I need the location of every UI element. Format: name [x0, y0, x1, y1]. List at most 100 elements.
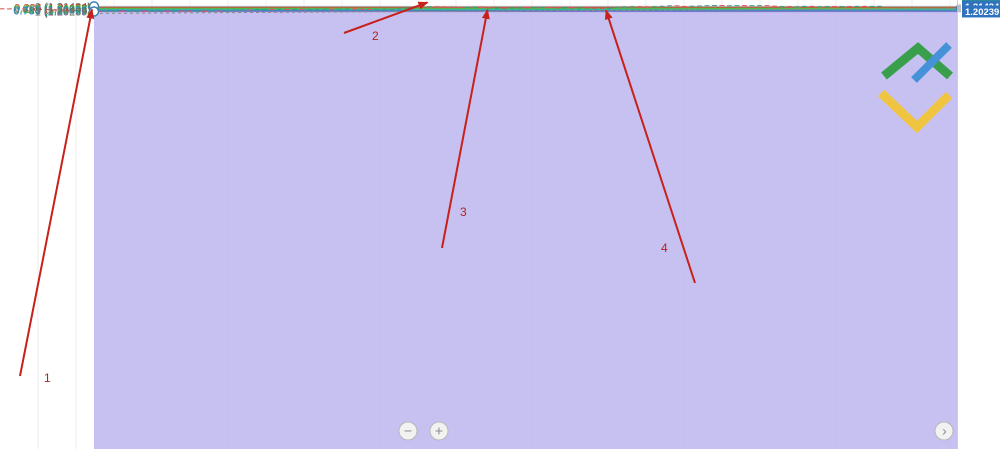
scroll-right-button[interactable]: ›	[934, 421, 954, 441]
candle-body	[247, 9, 252, 11]
candle	[239, 9, 245, 11]
candle	[247, 9, 252, 11]
candle	[562, 7, 567, 9]
candle-body	[299, 9, 305, 11]
candle	[292, 8, 297, 11]
candle	[397, 8, 402, 10]
candle-body	[262, 9, 267, 11]
candle-body	[179, 10, 185, 12]
fib-level-label: 0.618 (1.20696)	[13, 5, 91, 17]
zoom-in-button[interactable]: +	[429, 421, 449, 441]
candle	[487, 7, 492, 9]
fib-retracement	[94, 5, 957, 449]
zoom-out-glyph: −	[404, 423, 412, 439]
candle-body	[359, 8, 365, 10]
candle-body	[622, 6, 627, 8]
candle	[847, 6, 852, 8]
candle	[524, 7, 530, 9]
candle-body	[509, 7, 515, 9]
candle-body	[659, 5, 665, 7]
candle	[277, 8, 282, 11]
candle-body	[209, 10, 215, 12]
candle-body	[584, 7, 590, 9]
candle-body	[749, 5, 755, 7]
fib-level-label: 0.786 (1.20495)	[13, 5, 91, 17]
candle	[599, 7, 605, 9]
candle	[202, 10, 207, 12]
candle	[569, 7, 575, 9]
candle-body	[157, 10, 162, 12]
candle-body	[397, 8, 402, 10]
candle	[494, 7, 500, 9]
candle	[644, 6, 650, 8]
candle	[464, 6, 470, 8]
candle-body	[517, 7, 522, 9]
candle	[44, 9, 50, 11]
candle-body	[254, 9, 260, 11]
candle	[142, 10, 147, 12]
candle-body	[307, 8, 312, 10]
candle	[344, 8, 350, 10]
candle-body	[704, 5, 710, 7]
fib-zone	[94, 11, 957, 449]
zoom-in-glyph: +	[435, 423, 443, 439]
candle	[802, 5, 807, 7]
candle-body	[764, 5, 770, 7]
candle-body	[292, 9, 297, 11]
candle-body	[817, 6, 822, 8]
candle-body	[352, 8, 357, 10]
candle-body	[172, 10, 177, 12]
candle-body	[854, 5, 860, 7]
zoom-out-button[interactable]: −	[398, 421, 418, 441]
candle	[389, 8, 395, 10]
candle	[749, 5, 755, 7]
price-badge-label: 1.20239	[965, 7, 999, 18]
candle	[554, 7, 560, 9]
candle	[367, 8, 372, 10]
candle	[517, 7, 522, 9]
candle	[757, 4, 762, 7]
candle	[809, 5, 815, 7]
candle-body	[652, 6, 657, 8]
candle-body	[644, 6, 650, 8]
zoom-in-icon[interactable]	[429, 421, 449, 441]
candle	[502, 7, 507, 9]
candle	[727, 5, 732, 7]
candle	[179, 10, 185, 12]
candle-body	[239, 9, 245, 11]
candle-body	[554, 7, 560, 9]
candle	[832, 6, 837, 8]
candle	[674, 5, 680, 7]
candle-body	[457, 7, 462, 9]
candle-body	[164, 10, 170, 12]
candle	[442, 6, 447, 8]
chevron-right-icon[interactable]	[934, 421, 954, 441]
candle-body	[29, 8, 35, 10]
candle-body	[839, 6, 845, 8]
candle	[682, 5, 687, 8]
candle-body	[442, 6, 447, 8]
candle-body	[787, 6, 792, 8]
price-axis-background	[957, 0, 1000, 449]
candle-body	[494, 7, 500, 9]
candle-body	[119, 10, 125, 12]
candle-body	[59, 9, 65, 11]
candle	[269, 8, 275, 11]
candle-body	[194, 10, 200, 12]
candle-body	[682, 6, 687, 8]
candle-body	[824, 6, 830, 8]
candle	[119, 10, 125, 12]
zoom-out-icon[interactable]	[398, 421, 418, 441]
annotation-arrow	[441, 8, 490, 249]
trendline[interactable]	[81, 7, 962, 14]
candle-body	[712, 5, 717, 7]
candle	[164, 10, 170, 12]
candle-body	[629, 6, 635, 8]
candle-body	[329, 8, 335, 10]
candle	[172, 10, 177, 12]
candle	[697, 5, 702, 7]
candle	[614, 6, 620, 8]
candle	[532, 7, 537, 9]
fib-level-label: 0.382 (1.20978)	[13, 3, 91, 15]
candle	[577, 7, 582, 9]
